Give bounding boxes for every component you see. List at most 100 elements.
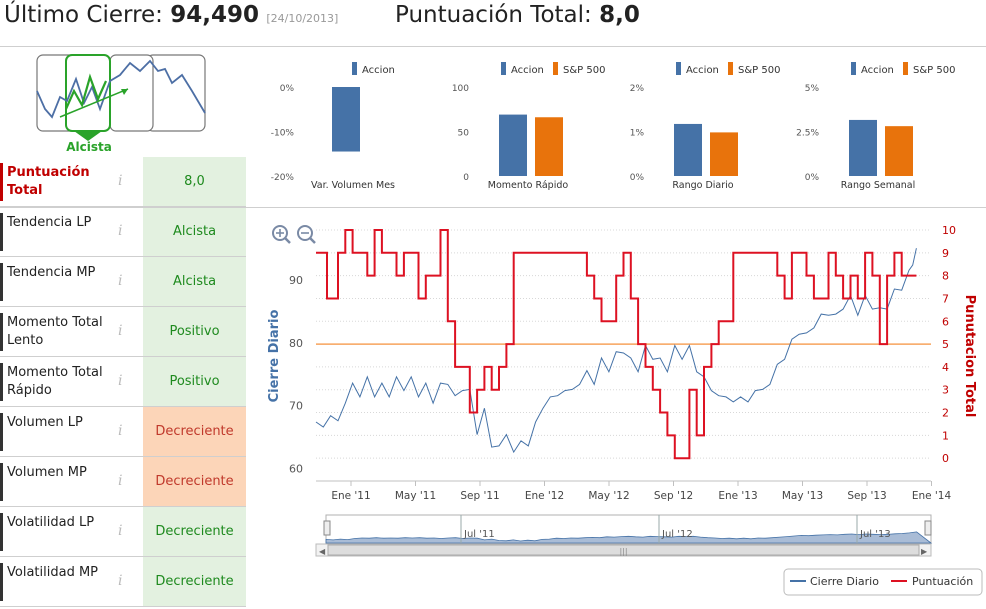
row-value: Positivo bbox=[143, 357, 246, 406]
legend-label: Accion bbox=[362, 65, 395, 76]
row-marker bbox=[0, 213, 3, 251]
legend-label: S&P 500 bbox=[738, 65, 780, 76]
row-label: Momento Total Lento bbox=[7, 315, 103, 348]
score-row: Puntuación Total i 8,0 bbox=[0, 157, 246, 207]
bar-chart-3: Accion S&P 500 2% 1% 0% Rango Diario bbox=[630, 62, 780, 191]
bar-chart-4: Accion S&P 500 5% 2.5% 0% Rango Semanal bbox=[796, 62, 955, 191]
navigator-tick-label: Jul '12 bbox=[661, 529, 693, 540]
x-tick-label: Ene '14 bbox=[912, 490, 952, 502]
section-divider bbox=[0, 207, 986, 208]
row-label: Tendencia MP bbox=[7, 265, 96, 280]
bar-accion bbox=[332, 87, 360, 152]
info-icon[interactable]: i bbox=[118, 423, 123, 439]
price-line bbox=[315, 248, 917, 454]
zoom-out-icon[interactable] bbox=[297, 225, 316, 244]
header: Último Cierre: 94,490 [24/10/2013] Puntu… bbox=[0, 0, 986, 47]
info-icon[interactable]: i bbox=[118, 273, 123, 289]
zoom-in-icon[interactable] bbox=[272, 225, 291, 244]
y-tick-label: 0% bbox=[280, 84, 295, 94]
bar-accion bbox=[849, 119, 877, 176]
legend-swatch bbox=[501, 62, 506, 75]
navigator-series bbox=[325, 531, 933, 544]
score-table: Puntuación Total i 8,0 Tendencia LP i Alcista… bbox=[0, 157, 246, 607]
score-row: Tendencia LP i Alcista bbox=[0, 207, 246, 257]
y-tick-label: -20% bbox=[271, 173, 295, 183]
y2-tick-label: 8 bbox=[942, 270, 949, 283]
info-icon[interactable]: i bbox=[118, 573, 123, 589]
info-icon[interactable]: i bbox=[118, 173, 123, 189]
summary-bar-charts: Accion 0% -10% -20% Var. Volumen Mes Accion S&… bbox=[271, 62, 955, 191]
main-legend[interactable]: Cierre Diario Puntuación bbox=[783, 568, 983, 596]
x-tick-label: May '12 bbox=[588, 490, 629, 502]
x-tick-label: May '13 bbox=[782, 490, 823, 502]
navigator-tick-label: Jul '13 bbox=[859, 529, 891, 540]
legend-swatch bbox=[728, 62, 733, 75]
row-value: Decreciente bbox=[143, 557, 246, 606]
score-row: Volumen MP i Decreciente bbox=[0, 457, 246, 507]
row-marker bbox=[0, 513, 3, 551]
y-tick-label: 90 bbox=[289, 274, 303, 287]
y-tick-label: 1% bbox=[630, 129, 645, 139]
info-icon[interactable]: i bbox=[118, 523, 123, 539]
y-tick-label: 70 bbox=[289, 400, 303, 413]
score-row: Momento Total Lento i Positivo bbox=[0, 307, 246, 357]
info-icon[interactable]: i bbox=[118, 473, 123, 489]
y-tick-label: 0% bbox=[805, 173, 820, 183]
row-marker bbox=[0, 563, 3, 601]
total-score-value: 8,0 bbox=[599, 2, 640, 28]
scroll-grip: ||| bbox=[619, 547, 627, 556]
x-tick-label: Sep '13 bbox=[847, 490, 886, 502]
y-tick-label: 100 bbox=[452, 84, 469, 94]
scrollbar[interactable]: ◀ ▶ ||| bbox=[315, 543, 932, 557]
bar-s-p-500 bbox=[710, 132, 738, 176]
row-value: Decreciente bbox=[143, 457, 246, 506]
row-label: Puntuación Total bbox=[7, 165, 90, 198]
x-tick-label: Sep '11 bbox=[460, 490, 499, 502]
bar-accion bbox=[674, 123, 702, 176]
y-tick-label: 2% bbox=[630, 84, 645, 94]
trend-label: Alcista bbox=[66, 140, 112, 154]
total-score: Puntuación Total: 8,0 bbox=[395, 2, 640, 28]
row-marker bbox=[0, 163, 3, 201]
y-tick-label: 2.5% bbox=[796, 129, 819, 139]
row-marker bbox=[0, 313, 3, 351]
y2-tick-label: 2 bbox=[942, 407, 949, 420]
y-tick-label: 5% bbox=[805, 84, 820, 94]
legend-swatch bbox=[553, 62, 558, 75]
y2-axis-title: Punutacion Total bbox=[962, 295, 977, 418]
y2-tick-label: 0 bbox=[942, 452, 949, 465]
info-icon[interactable]: i bbox=[118, 323, 123, 339]
legend-swatch bbox=[903, 62, 908, 75]
row-marker bbox=[0, 363, 3, 401]
row-value: Decreciente bbox=[143, 507, 246, 556]
y-axis-title: Cierre Diario bbox=[267, 310, 282, 403]
legend-label: S&P 500 bbox=[563, 65, 605, 76]
legend-label: Accion bbox=[861, 65, 894, 76]
y-tick-label: 80 bbox=[289, 337, 303, 350]
trend-icon: Alcista bbox=[36, 54, 206, 154]
bar-chart-2: Accion S&P 500 100 50 0 Momento Rápido bbox=[452, 62, 605, 191]
score-row: Volatilidad MP i Decreciente bbox=[0, 557, 246, 607]
bar-chart-1: Accion 0% -10% -20% Var. Volumen Mes bbox=[271, 62, 395, 191]
legend-swatch bbox=[851, 62, 856, 75]
y-tick-label: -10% bbox=[271, 129, 295, 139]
bar-s-p-500 bbox=[885, 126, 913, 176]
navigator-handle-left[interactable] bbox=[323, 520, 331, 536]
y-tick-label: 0 bbox=[463, 173, 469, 183]
x-tick-label: Ene '12 bbox=[525, 490, 564, 502]
total-score-label: Puntuación Total: bbox=[395, 2, 592, 28]
bar-chart-title: Var. Volumen Mes bbox=[311, 180, 395, 191]
info-icon[interactable]: i bbox=[118, 223, 123, 239]
legend-label: Accion bbox=[511, 65, 544, 76]
score-row: Volatilidad LP i Decreciente bbox=[0, 507, 246, 557]
score-row: Volumen LP i Decreciente bbox=[0, 407, 246, 457]
x-tick-label: Ene '13 bbox=[718, 490, 757, 502]
row-marker bbox=[0, 413, 3, 451]
row-label: Volatilidad MP bbox=[7, 565, 99, 580]
info-icon[interactable]: i bbox=[118, 373, 123, 389]
last-close-value: 94,490 bbox=[170, 2, 260, 28]
legend-label-score: Puntuación bbox=[912, 575, 973, 588]
navigator-handle-right[interactable] bbox=[924, 520, 932, 536]
row-value: Alcista bbox=[143, 207, 246, 256]
